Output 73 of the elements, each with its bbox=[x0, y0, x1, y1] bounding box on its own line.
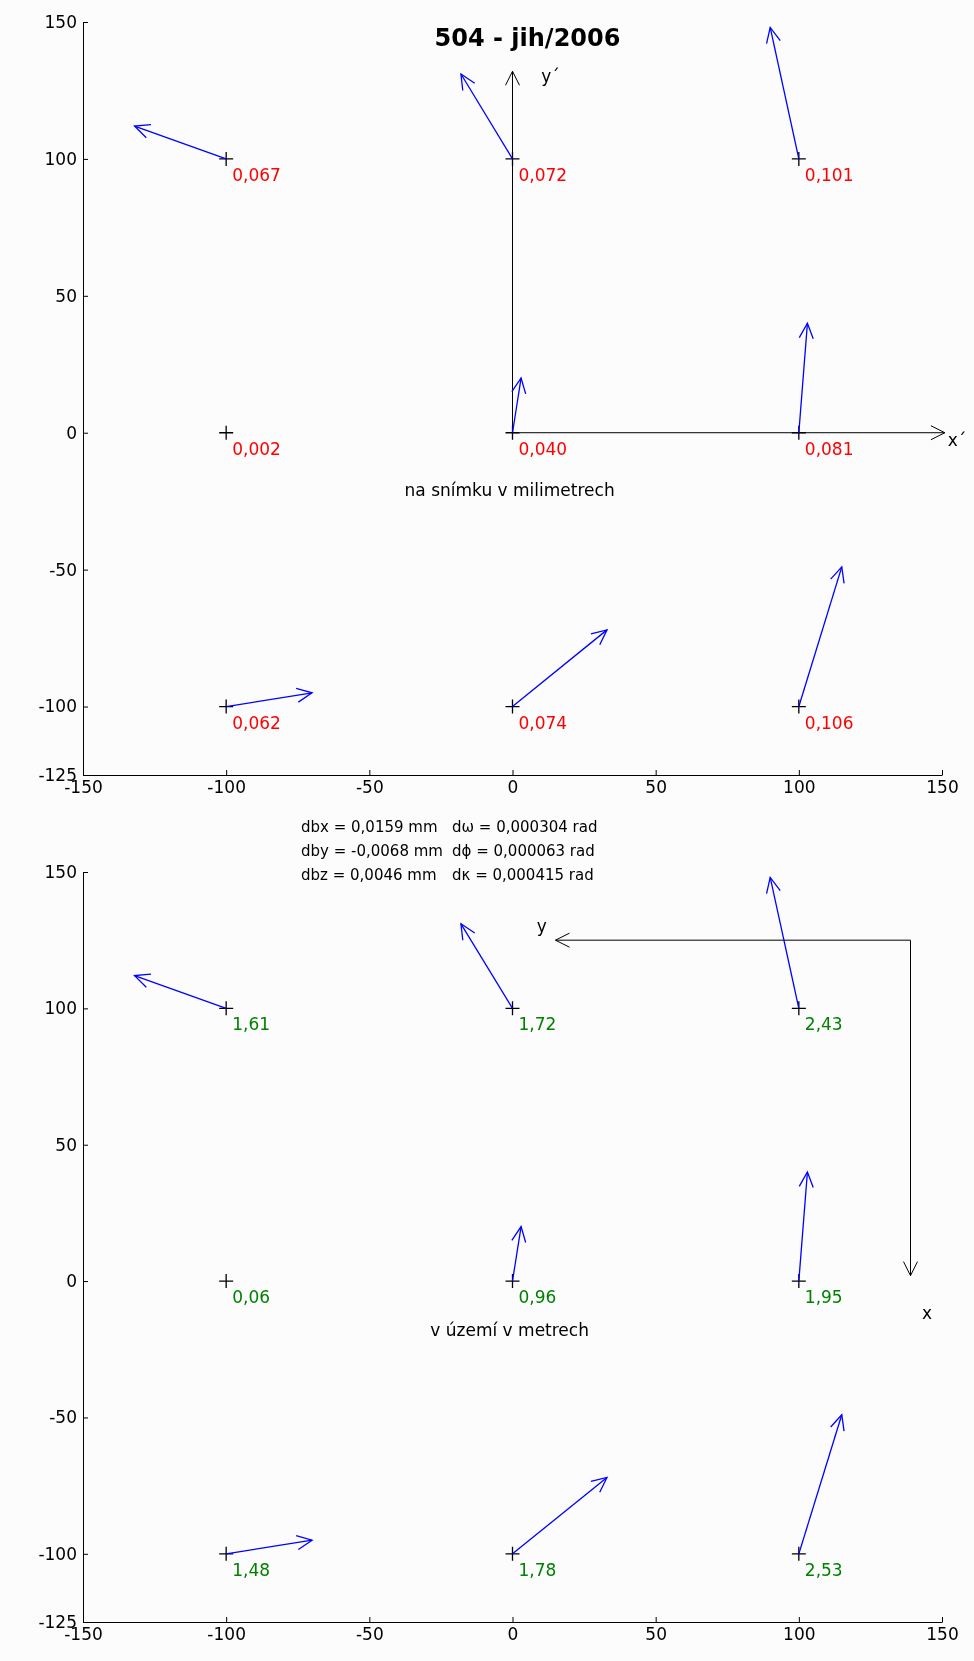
point bbox=[791, 698, 807, 715]
y-tick-label: 50 bbox=[55, 1134, 77, 1155]
y-tick-label: 100 bbox=[44, 148, 77, 169]
annotation: 0,074 bbox=[518, 712, 568, 733]
annotation: 0,002 bbox=[232, 438, 281, 459]
point bbox=[218, 1000, 234, 1017]
annotation: na snímku v milimetrech bbox=[404, 479, 615, 500]
annotation: 0,96 bbox=[518, 1287, 557, 1308]
annotation: 1,48 bbox=[232, 1559, 271, 1580]
x-tick-label: 100 bbox=[783, 777, 816, 798]
annotation: v území v metrech bbox=[430, 1319, 589, 1340]
point bbox=[218, 1546, 234, 1562]
annotation: 0,062 bbox=[232, 712, 281, 733]
y-tick-label: -50 bbox=[49, 559, 77, 580]
annotation: 2,43 bbox=[804, 1014, 843, 1035]
annotation: 0,101 bbox=[804, 164, 854, 185]
text: dω = 0,000304 rad bbox=[452, 818, 598, 836]
text: dbx = 0,0159 mm bbox=[301, 818, 438, 836]
x-tick-label: -50 bbox=[355, 1624, 384, 1645]
x-tick-label: 150 bbox=[926, 1624, 959, 1645]
annotation: 1,78 bbox=[518, 1559, 557, 1580]
x-tick-label: 50 bbox=[645, 777, 667, 798]
point bbox=[791, 1546, 807, 1562]
point bbox=[218, 698, 234, 715]
y-tick-label: 150 bbox=[44, 861, 77, 882]
x-tick-label: 100 bbox=[783, 1624, 816, 1645]
point bbox=[791, 1000, 807, 1017]
point bbox=[791, 425, 807, 441]
point bbox=[504, 151, 521, 167]
annotation: 2,53 bbox=[804, 1559, 843, 1580]
x-tick-label: 50 bbox=[645, 1624, 667, 1645]
y-tick-label: 100 bbox=[44, 998, 77, 1019]
y-tick-label: -100 bbox=[38, 1543, 77, 1564]
y-tick-label: 0 bbox=[66, 422, 77, 443]
point bbox=[218, 1273, 234, 1289]
annotation: 0,072 bbox=[518, 164, 568, 185]
text: x´ bbox=[947, 430, 967, 451]
annotation: y´ bbox=[541, 66, 560, 87]
x-tick-label: 0 bbox=[507, 1624, 519, 1645]
point bbox=[504, 1273, 521, 1289]
annotation: 0,081 bbox=[804, 438, 854, 459]
y-tick-label: 0 bbox=[66, 1271, 77, 1292]
y-tick-label: -100 bbox=[38, 696, 77, 717]
point bbox=[504, 1546, 521, 1562]
annotation: dbz = 0,0046 mm bbox=[301, 866, 437, 884]
annotation: 0,040 bbox=[518, 438, 568, 459]
point bbox=[218, 151, 234, 167]
point bbox=[218, 425, 234, 441]
x-tick-label: 150 bbox=[926, 777, 959, 798]
y-tick-label: 150 bbox=[44, 11, 77, 32]
annotation: 0,067 bbox=[232, 164, 281, 185]
annotation: 0,06 bbox=[232, 1287, 271, 1308]
point bbox=[504, 425, 521, 441]
y-tick-label: -50 bbox=[49, 1407, 77, 1428]
annotation: 1,72 bbox=[518, 1014, 557, 1035]
y-tick-label: 50 bbox=[55, 285, 77, 306]
x-tick-label: -50 bbox=[355, 777, 384, 798]
annotation: dκ = 0,000415 rad bbox=[452, 866, 594, 884]
point bbox=[504, 698, 521, 715]
annotation: y bbox=[536, 916, 547, 936]
x-tick-label: -100 bbox=[207, 1624, 246, 1645]
point bbox=[791, 151, 807, 167]
annotation: 1,61 bbox=[232, 1014, 271, 1035]
text: dϕ = 0,000063 rad bbox=[452, 842, 595, 860]
annotation: 1,95 bbox=[804, 1287, 843, 1308]
chart-title: 504 - jih/2006 bbox=[434, 24, 621, 52]
text: dby = -0,0068 mm bbox=[301, 842, 443, 860]
point bbox=[791, 1273, 807, 1289]
annotation: 0,106 bbox=[804, 712, 854, 733]
x-tick-label: 0 bbox=[507, 777, 519, 798]
point bbox=[504, 1000, 521, 1017]
annotation: x bbox=[921, 1303, 933, 1324]
x-tick-label: -100 bbox=[207, 777, 246, 798]
